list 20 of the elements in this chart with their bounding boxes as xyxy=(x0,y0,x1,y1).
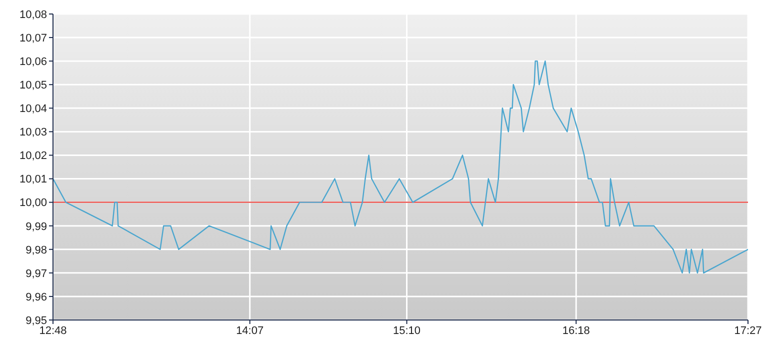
y-tick-label: 9,95 xyxy=(26,314,47,327)
y-tick-label: 10,05 xyxy=(19,80,47,92)
y-tick-label: 10,03 xyxy=(19,126,47,139)
x-tick-label: 16:18 xyxy=(562,324,590,337)
y-tick-label: 10,08 xyxy=(19,8,47,21)
y-tick-label: 10,00 xyxy=(19,197,47,210)
y-tick-label: 10,07 xyxy=(19,32,47,44)
y-tick-label: 10,06 xyxy=(19,56,47,68)
y-tick-label: 10,02 xyxy=(19,150,47,162)
x-tick-label: 17:27 xyxy=(734,324,762,337)
y-tick-label: 9,97 xyxy=(26,268,47,280)
y-tick-label: 10,04 xyxy=(19,103,47,116)
y-tick-label: 10,01 xyxy=(19,174,47,186)
x-tick-label: 15:10 xyxy=(393,324,421,337)
x-tick-label: 12:48 xyxy=(39,324,67,337)
line-series xyxy=(53,60,748,274)
y-tick-label: 9,99 xyxy=(26,220,47,233)
y-tick-label: 9,96 xyxy=(26,291,47,304)
x-tick-label: 14:07 xyxy=(236,324,264,337)
y-tick-label: 9,98 xyxy=(26,244,47,256)
